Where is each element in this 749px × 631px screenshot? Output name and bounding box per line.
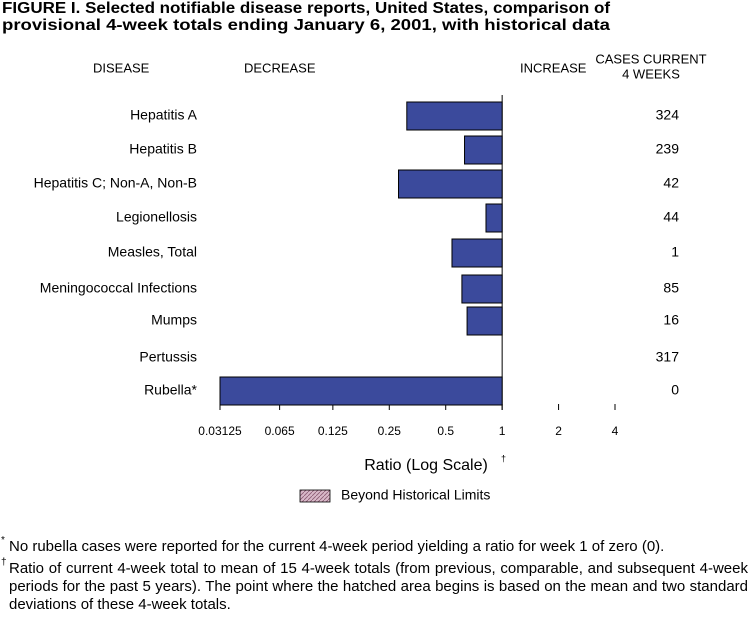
x-tick-label: 1 — [499, 424, 506, 438]
bar — [398, 169, 503, 199]
category-label: Meningococcal Infections — [40, 280, 197, 296]
category-label: Mumps — [151, 312, 197, 328]
x-tick-label: 0.125 — [318, 424, 348, 438]
column-header: DECREASE — [244, 60, 316, 75]
legend-label: Beyond Historical Limits — [341, 487, 490, 503]
cases-value: 239 — [656, 141, 680, 157]
x-axis-title: Ratio (Log Scale) — [364, 457, 488, 474]
cases-value: 44 — [663, 209, 679, 225]
bar — [485, 203, 503, 233]
x-tick-label: 2 — [555, 424, 562, 438]
category-label: Rubella* — [144, 382, 197, 398]
footnote-marker: † — [1, 557, 7, 568]
footnote-text: No rubella cases were reported for the c… — [9, 538, 665, 555]
bar — [406, 101, 503, 131]
chart-title: FIGURE I. Selected notifiable disease re… — [2, 0, 611, 17]
cases-value: 16 — [663, 312, 679, 328]
column-header: CASES CURRENT — [595, 51, 706, 66]
category-label: Pertussis — [139, 349, 197, 365]
cases-value: 85 — [663, 280, 679, 296]
cases-value: 1 — [671, 244, 679, 260]
cases-value: 42 — [663, 175, 679, 191]
category-label: Measles, Total — [108, 244, 197, 260]
x-tick-label: 4 — [612, 424, 619, 438]
category-label: Hepatitis B — [129, 141, 197, 157]
column-header: DISEASE — [93, 60, 150, 75]
bar — [219, 376, 503, 406]
column-header: 4 WEEKS — [622, 66, 680, 81]
cases-value: 0 — [671, 382, 679, 398]
chart: FIGURE I. Selected notifiable disease re… — [2, 0, 707, 503]
legend-swatch — [299, 489, 331, 503]
bar — [464, 135, 503, 165]
x-tick-label: 0.03125 — [198, 424, 242, 438]
chart-title: provisional 4-week totals ending January… — [2, 17, 610, 34]
x-tick-label: 0.25 — [378, 424, 402, 438]
cases-value: 317 — [656, 349, 680, 365]
footnote: † Ratio of current 4-week total to mean o… — [0, 557, 748, 614]
cases-value: 324 — [656, 107, 680, 123]
bar — [451, 238, 503, 268]
bar — [461, 274, 503, 304]
bar — [466, 306, 503, 336]
footnotes: * No rubella cases were reported for the … — [0, 535, 748, 618]
footnote: * No rubella cases were reported for the … — [0, 535, 748, 556]
footnote-marker: * — [1, 535, 5, 546]
category-label: Hepatitis C; Non-A, Non-B — [34, 175, 197, 191]
x-tick-label: 0.5 — [437, 424, 454, 438]
x-tick-label: 0.065 — [265, 424, 295, 438]
x-axis-title-note: † — [501, 453, 506, 463]
column-header: INCREASE — [520, 60, 587, 75]
category-label: Legionellosis — [116, 209, 197, 225]
category-label: Hepatitis A — [130, 107, 198, 123]
footnote-text: Ratio of current 4-week total to mean of… — [9, 560, 748, 613]
